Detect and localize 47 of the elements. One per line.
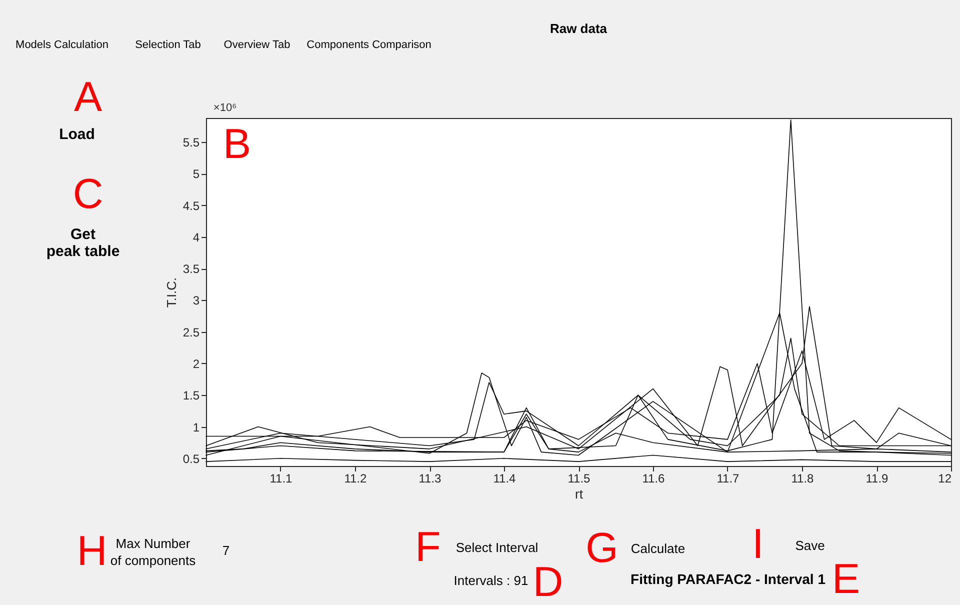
chart-title: Raw data: [550, 21, 608, 36]
text: A: [74, 73, 102, 120]
x-axis-title: rt: [575, 486, 584, 502]
y-tick-label: 2.5: [182, 325, 200, 340]
y-tick-label: 3.5: [182, 262, 200, 276]
text: Save: [795, 538, 825, 553]
x-tick-label: 11.5: [568, 472, 591, 486]
text: I: [752, 520, 764, 567]
y-tick-label: 4: [192, 230, 200, 244]
y-tick-label: 5: [192, 167, 200, 182]
text: G: [586, 524, 618, 571]
text: Get peak table: [46, 226, 120, 260]
text: Max Number of components: [110, 536, 196, 568]
text: Load: [59, 126, 95, 143]
text: Models Calculation: [16, 39, 108, 51]
text: Select Interval: [456, 540, 538, 555]
y-tick-label: 2: [192, 357, 200, 371]
text: Components Comparison: [306, 39, 432, 51]
x-tick-label: 12: [938, 472, 952, 486]
text: D: [532, 558, 564, 605]
text: F: [415, 523, 441, 570]
text: Calculate: [630, 541, 686, 556]
x-tick-label: 11.7: [716, 472, 740, 486]
text: E: [832, 555, 860, 602]
x-tick-label: 11.4: [493, 472, 516, 486]
y-tick-label: 1: [192, 420, 200, 434]
text: ×10⁶: [213, 102, 237, 114]
x-tick-label: 11.8: [791, 472, 814, 486]
y-tick-label: 1.5: [182, 388, 200, 403]
x-tick-label: 11.2: [344, 472, 368, 486]
text: Overview Tab: [224, 39, 290, 51]
text: H: [76, 527, 108, 574]
y-tick-label: 4.5: [182, 198, 200, 213]
y-tick-label: 0.5: [182, 452, 200, 466]
annotation: B: [222, 120, 252, 167]
text: Intervals : 91: [454, 573, 528, 588]
x-tick-label: 11.3: [418, 472, 442, 486]
y-tick-label: 3: [192, 294, 200, 308]
text: C: [72, 170, 104, 217]
text: Fitting PARAFAC2 - Interval 1: [630, 571, 826, 587]
text: 7: [222, 543, 230, 558]
y-axis-title: T.I.C.: [164, 277, 179, 308]
x-tick-label: 11.1: [270, 472, 293, 486]
x-tick-label: 11.6: [642, 472, 666, 486]
text: Selection Tab: [135, 39, 201, 51]
y-tick-label: 5.5: [182, 136, 200, 150]
x-tick-label: 11.9: [866, 472, 889, 486]
